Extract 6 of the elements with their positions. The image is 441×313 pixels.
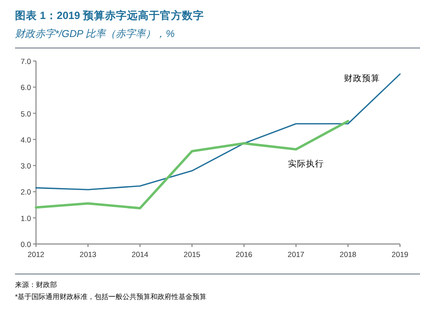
chart-title: 图表 1：2019 预算赤字远高于官方数字 [15,9,204,22]
series-label: 财政预算 [344,73,380,84]
chart-subtitle: 财政赤字*/GDP 比率（赤字率），% [15,28,175,40]
line-series [35,73,401,190]
series-label: 实际执行 [288,158,324,168]
line-series [34,120,350,210]
